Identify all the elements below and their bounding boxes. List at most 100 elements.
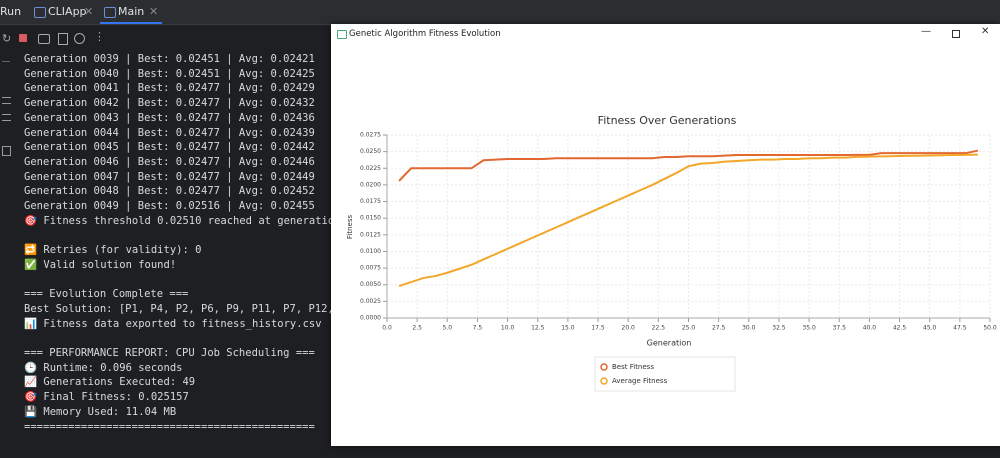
console-line: 💾 Memory Used: 11.04 MB: [24, 405, 177, 418]
legend-label: Best Fitness: [612, 363, 654, 371]
x-tick-label: 2.5: [412, 325, 422, 332]
x-tick-label: 42.5: [893, 325, 907, 332]
window-icon: [337, 30, 347, 39]
console-line: Generation 0046 | Best: 0.02477 | Avg: 0…: [24, 155, 315, 168]
maximize-button[interactable]: [952, 30, 960, 38]
active-tab-underline: [100, 22, 162, 24]
legend-box: [594, 356, 736, 392]
x-tick-label: 47.5: [953, 325, 967, 332]
side-icon[interactable]: [2, 114, 11, 121]
tab-icon: [104, 7, 116, 18]
profile-button[interactable]: [74, 33, 85, 44]
tab-close[interactable]: ✕: [149, 5, 159, 18]
console-output: Generation 0039 | Best: 0.02451 | Avg: 0…: [24, 52, 372, 449]
x-tick-label: 27.5: [712, 325, 726, 332]
y-tick-label: 0.0225: [360, 165, 381, 172]
tab[interactable]: Main: [118, 5, 145, 18]
x-tick-label: 5.0: [443, 325, 453, 332]
console-line: Generation 0043 | Best: 0.02477 | Avg: 0…: [24, 111, 315, 124]
tab-bar: Run CLIApp ✕ Main ✕: [0, 0, 1000, 25]
console-line: Generation 0048 | Best: 0.02477 | Avg: 0…: [24, 185, 315, 198]
y-tick-label: 0.0200: [360, 181, 381, 188]
series-line: [398, 149, 979, 182]
export-button[interactable]: [58, 33, 68, 45]
y-tick-label: 0.0100: [360, 248, 381, 255]
legend-marker: [600, 377, 608, 385]
console-line: 🎯 Final Fitness: 0.025157: [24, 391, 189, 404]
console-line: 📊 Fitness data exported to fitness_histo…: [24, 317, 322, 330]
console-line: Generation 0045 | Best: 0.02477 | Avg: 0…: [24, 141, 315, 154]
minimize-button[interactable]: —: [921, 26, 931, 37]
stop-button[interactable]: [19, 34, 27, 42]
tab-close[interactable]: ✕: [84, 5, 94, 18]
tab-icon: [34, 7, 46, 18]
x-tick-label: 32.5: [772, 325, 786, 332]
x-tick-label: 50.0: [983, 325, 997, 332]
x-tick-label: 22.5: [652, 325, 666, 332]
y-tick-label: 0.0075: [360, 265, 381, 272]
x-tick-label: 30.0: [742, 325, 756, 332]
tab[interactable]: Run: [0, 5, 22, 18]
run-toolbar: ↻ ⋮: [0, 25, 1000, 51]
x-tick-label: 35.0: [802, 325, 816, 332]
y-tick-label: 0.0050: [360, 281, 381, 288]
console-line: Generation 0049 | Best: 0.02516 | Avg: 0…: [24, 200, 315, 213]
x-axis-label: Generation: [647, 339, 692, 348]
console-line: Generation 0040 | Best: 0.02451 | Avg: 0…: [24, 67, 315, 80]
legend-label: Average Fitness: [612, 377, 668, 385]
snapshot-button[interactable]: [38, 34, 50, 44]
y-tick-label: 0.0125: [360, 231, 381, 238]
x-tick-label: 10.0: [501, 325, 515, 332]
console-line: === PERFORMANCE REPORT: CPU Job Scheduli…: [24, 347, 315, 360]
legend-marker: [600, 363, 608, 371]
x-tick-label: 40.0: [863, 325, 877, 332]
x-tick-label: 12.5: [531, 325, 545, 332]
y-tick-label: 0.0175: [360, 198, 381, 205]
side-icon[interactable]: [2, 61, 10, 62]
console-line: === Evolution Complete ===: [24, 288, 189, 301]
x-tick-label: 0.0: [382, 325, 392, 332]
rerun-button[interactable]: ↻: [2, 32, 12, 45]
y-tick-label: 0.0025: [360, 298, 381, 305]
console-line: Best Solution: [P1, P4, P2, P6, P9, P11,…: [24, 302, 372, 315]
chart-title: Fitness Over Generations: [598, 114, 737, 127]
console-line: 🕒 Runtime: 0.096 seconds: [24, 361, 183, 374]
console-side-toolbar: [0, 51, 16, 171]
chart-window: Genetic Algorithm Fitness Evolution — ✕ …: [331, 24, 1000, 446]
x-tick-label: 7.5: [473, 325, 483, 332]
y-tick-label: 0.0250: [360, 148, 381, 155]
console-line: ========================================…: [24, 420, 315, 433]
console-line: Generation 0047 | Best: 0.02477 | Avg: 0…: [24, 170, 315, 183]
console-block: Generation 0039 | Best: 0.02451 | Avg: 0…: [24, 52, 372, 228]
y-axis-label: Fitness: [346, 215, 354, 240]
console-line: Generation 0041 | Best: 0.02477 | Avg: 0…: [24, 82, 315, 95]
console-line: Generation 0039 | Best: 0.02451 | Avg: 0…: [24, 53, 315, 65]
window-title: Genetic Algorithm Fitness Evolution: [349, 29, 501, 39]
side-icon[interactable]: [2, 146, 11, 156]
chart: Fitness Over Generations Generation Fitn…: [346, 114, 997, 392]
console-block: === PERFORMANCE REPORT: CPU Job Scheduli…: [24, 346, 372, 434]
x-tick-label: 20.0: [622, 325, 636, 332]
close-button[interactable]: ✕: [981, 26, 990, 37]
console-line: 🔁 Retries (for validity): 0: [24, 244, 202, 257]
y-tick-label: 0.0275: [360, 132, 381, 139]
side-icon[interactable]: [2, 97, 11, 104]
y-tick-label: 0.0000: [360, 315, 381, 322]
x-tick-label: 25.0: [682, 325, 696, 332]
more-button[interactable]: ⋮: [94, 30, 105, 43]
console-line: ✅ Valid solution found!: [24, 258, 177, 271]
console-line: 🎯 Fitness threshold 0.02510 reached at g…: [24, 214, 360, 227]
console-line: Generation 0042 | Best: 0.02477 | Avg: 0…: [24, 97, 315, 110]
console-block: === Evolution Complete === Best Solution:…: [24, 287, 372, 331]
console-line: 📈 Generations Executed: 49: [24, 376, 196, 389]
console-line: Generation 0044 | Best: 0.02477 | Avg: 0…: [24, 126, 315, 139]
y-tick-label: 0.0150: [360, 215, 381, 222]
x-tick-label: 45.0: [923, 325, 937, 332]
tab[interactable]: CLIApp: [48, 5, 87, 18]
x-tick-label: 37.5: [833, 325, 847, 332]
series-line: [398, 153, 978, 288]
x-tick-label: 15.0: [561, 325, 575, 332]
x-tick-label: 17.5: [591, 325, 605, 332]
console-block: 🔁 Retries (for validity): 0 ✅ Valid solut…: [24, 243, 372, 272]
